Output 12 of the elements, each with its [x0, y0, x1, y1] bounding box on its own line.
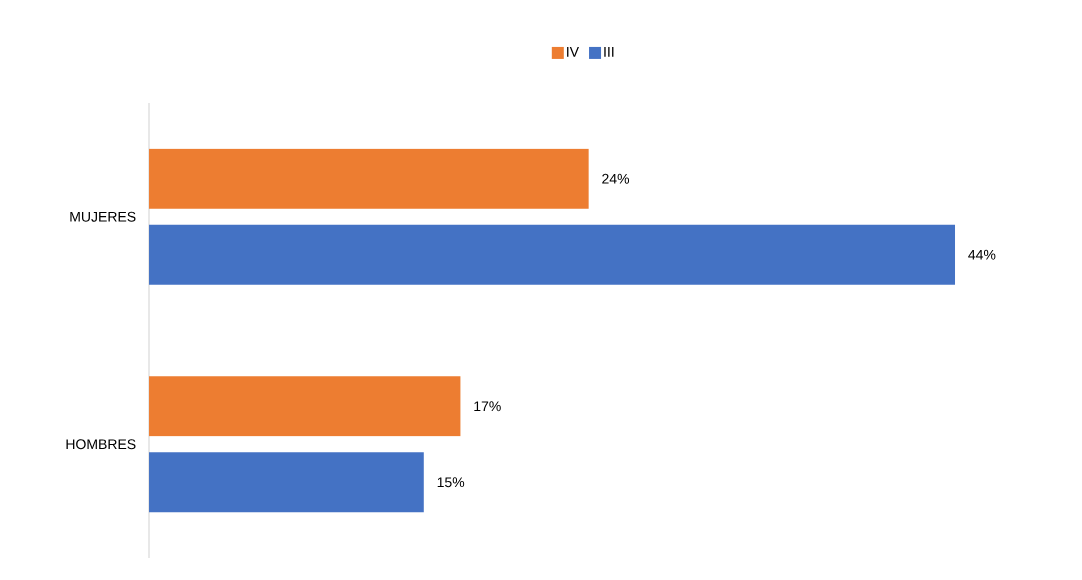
bar [149, 376, 461, 437]
legend-label: IV [567, 47, 579, 57]
data-label: 24% [602, 173, 630, 184]
bar [149, 224, 956, 285]
bar [149, 452, 424, 513]
bar [149, 148, 589, 209]
y-tick-label: MUJERES [70, 211, 136, 222]
data-label: 44% [968, 249, 996, 260]
data-label: 17% [474, 401, 501, 412]
y-tick-label: HOMBRES [66, 439, 136, 450]
legend-label: III [604, 47, 614, 57]
data-label: 15% [437, 477, 465, 488]
